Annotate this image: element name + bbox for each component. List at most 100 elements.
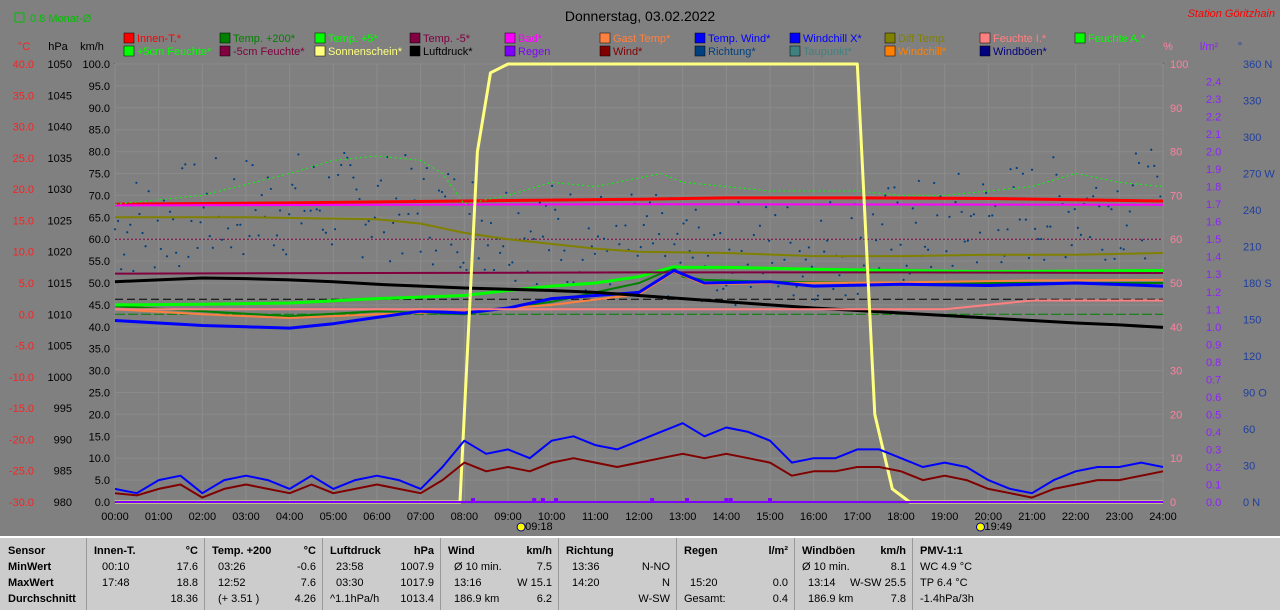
stats-temp200-unit: °C: [303, 545, 316, 557]
direction-point: [963, 240, 966, 243]
direction-point: [517, 212, 520, 215]
direction-point: [1079, 233, 1083, 236]
direction-point: [706, 254, 710, 257]
stats-boeen-min-value: 8.1: [890, 561, 906, 573]
time-tick: 15:00: [756, 511, 784, 523]
direction-point: [282, 248, 285, 251]
direction-point: [502, 245, 505, 248]
direction-point: [991, 214, 994, 217]
direction-point: [1140, 239, 1144, 242]
dir-tick: 30: [1243, 461, 1255, 473]
row-label-avg: Durchschnitt: [8, 593, 76, 605]
direction-point: [774, 214, 777, 217]
direction-point: [981, 183, 985, 186]
pct-tick: 100: [1170, 59, 1188, 71]
direction-point: [966, 239, 969, 242]
hpa-tick: 1015: [48, 278, 72, 290]
sunrise-icon: [516, 522, 526, 532]
pct-tick: 20: [1170, 409, 1182, 421]
temp-tick: -5.0: [15, 341, 34, 353]
direction-point: [242, 252, 245, 256]
lm2-tick: 2.0: [1206, 147, 1221, 159]
legend-label-11: +5cm Feuchte*: [137, 46, 212, 58]
time-tick: 10:00: [538, 511, 566, 523]
direction-point: [364, 223, 367, 226]
direction-point: [1030, 168, 1034, 171]
direction-point: [905, 264, 908, 267]
direction-point: [138, 212, 141, 216]
direction-point: [618, 243, 621, 246]
direction-point: [248, 234, 251, 238]
row-label-max: MaxWert: [8, 577, 54, 589]
direction-point: [609, 283, 612, 286]
legend-swatch-11: [123, 45, 135, 57]
lm2-tick: 1.5: [1206, 234, 1221, 246]
direction-point: [492, 268, 496, 272]
direction-point: [899, 243, 902, 246]
legend-label-0: Innen-T.*: [137, 33, 182, 45]
series-line-3: [114, 271, 1164, 275]
direction-point: [795, 285, 798, 288]
stats-richtung-max-value: N: [662, 577, 670, 589]
direction-point: [1104, 258, 1107, 261]
kmh-tick: 40.0: [89, 322, 110, 334]
row-label-min: MinWert: [8, 561, 52, 573]
stats-temp200: Temp. +200 °C 03:26 -0.6 12:52 7.6 (+ 3.…: [204, 538, 323, 610]
legend-swatch-4: [504, 32, 516, 44]
legend-label-15: Regen: [518, 46, 550, 58]
time-tick: 01:00: [145, 511, 173, 523]
direction-point: [175, 251, 178, 254]
direction-point: [465, 268, 468, 272]
direction-point: [156, 219, 159, 222]
direction-point: [664, 254, 667, 258]
direction-point: [532, 237, 535, 241]
kmh-tick: 45.0: [89, 300, 110, 312]
direction-point: [132, 269, 135, 273]
direction-point: [428, 236, 431, 239]
legend-label-20: Windböen*: [993, 46, 1048, 58]
kmh-tick: 65.0: [89, 212, 110, 224]
direction-point: [116, 219, 120, 223]
direction-point: [1037, 237, 1040, 241]
rain-mark-2: [540, 498, 545, 502]
direction-point: [294, 187, 297, 190]
direction-point: [254, 208, 257, 212]
pct-tick: 80: [1170, 147, 1182, 159]
direction-point: [1153, 164, 1156, 167]
stats-temp200-avg-time: (+ 3.51 ): [218, 593, 260, 605]
direction-point: [661, 211, 664, 215]
direction-point: [636, 254, 639, 257]
stats-boeen-max-time: 13:14: [808, 577, 836, 589]
direction-point: [1156, 175, 1159, 178]
direction-point: [951, 264, 954, 267]
lm2-tick: 2.2: [1206, 112, 1221, 124]
legend-label-14: Luftdruck*: [423, 46, 473, 58]
direction-point: [382, 231, 386, 234]
lm2-tick: 0.2: [1206, 462, 1221, 474]
temp-tick: 30.0: [13, 122, 34, 134]
direction-point: [456, 251, 459, 254]
time-tick: 04:00: [276, 511, 304, 523]
legend-label-1: Temp. +200*: [233, 33, 296, 45]
lm2-tick: 0.0: [1206, 497, 1221, 509]
direction-point: [303, 209, 306, 212]
direction-point: [168, 210, 172, 213]
legend-label-17: Richtung*: [708, 46, 756, 58]
direction-point: [752, 233, 755, 237]
direction-point: [1021, 172, 1024, 175]
legend-swatch-6: [694, 32, 706, 44]
direction-point: [187, 255, 190, 258]
pct-tick: 90: [1170, 103, 1182, 115]
direction-point: [884, 194, 887, 197]
weather-chart: °C hPa km/h% l/m² ° 40.0 35.0 30.0 25.0 20.0 15.0 1…: [9, 8, 1275, 533]
direction-point: [862, 264, 865, 267]
direction-point: [355, 188, 358, 191]
stats-druck-unit: hPa: [413, 545, 434, 557]
direction-point: [153, 266, 156, 269]
stats-pmv-avg-value: -1.4hPa/3h: [920, 593, 974, 605]
direction-point: [193, 163, 196, 166]
direction-point: [410, 167, 413, 170]
lm2-tick: 0.8: [1206, 357, 1221, 369]
direction-point: [266, 176, 269, 179]
stats-wind-avg-value: 6.2: [536, 593, 552, 605]
